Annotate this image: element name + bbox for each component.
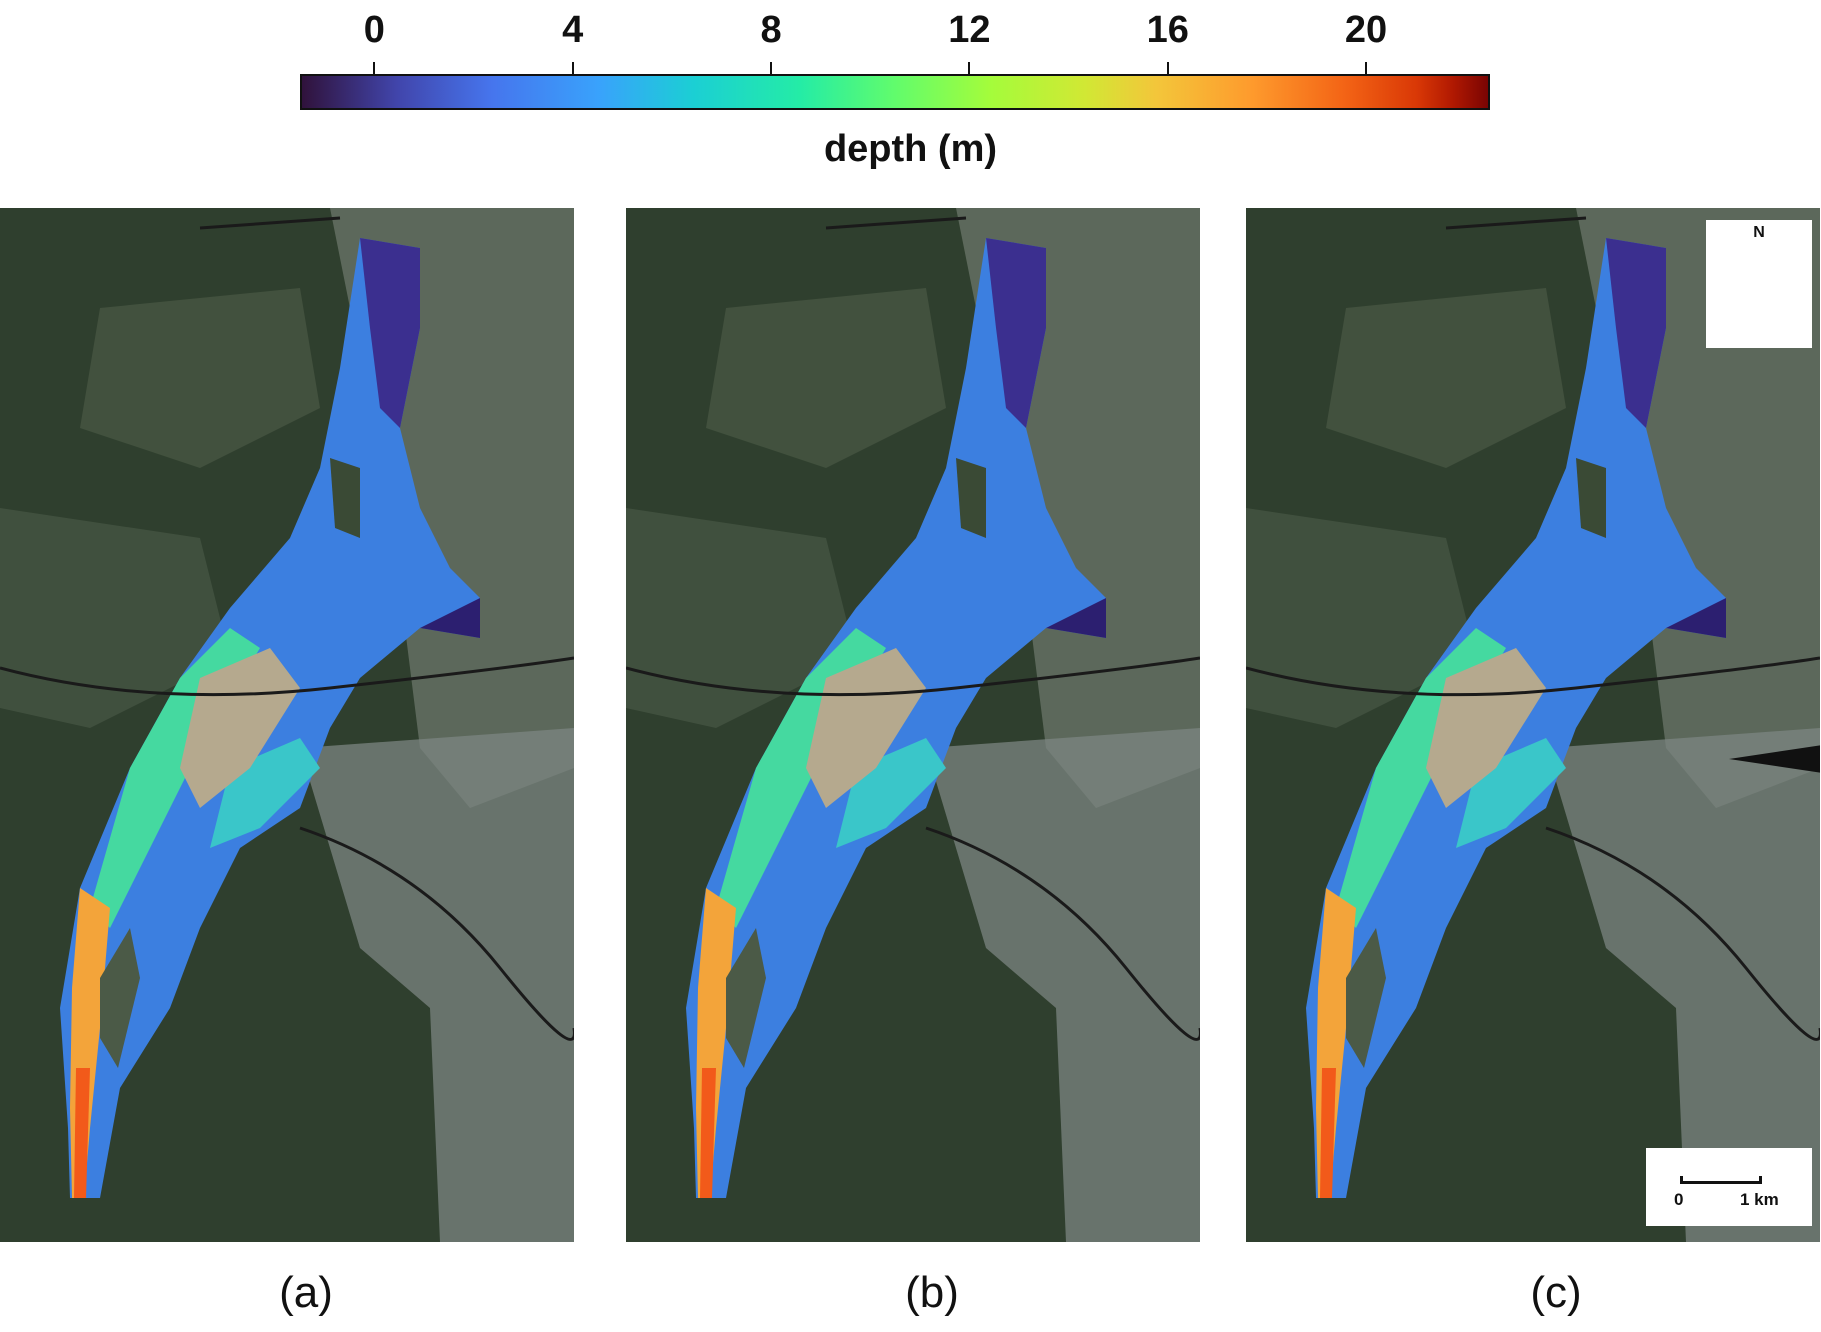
river-depth-map-a: [0, 208, 574, 1242]
colorbar-tick-mark: [1365, 62, 1368, 76]
colorbar-legend: 0 4 8 12 16 20 depth (m): [0, 0, 1821, 180]
river-depth-map-b: [626, 208, 1200, 1242]
scale-start-label: 0: [1674, 1190, 1684, 1209]
colorbar-tick-mark: [571, 62, 574, 76]
colorbar-tick-label: 16: [1146, 9, 1189, 51]
colorbar-tick-label: 4: [562, 9, 584, 51]
scale-bar: 0 1 km: [1646, 1148, 1812, 1226]
scale-end-label: 1 km: [1740, 1190, 1779, 1209]
colorbar-tick-label: 12: [948, 9, 991, 51]
colorbar-tick-label: 8: [760, 9, 782, 51]
north-letter: N: [1753, 224, 1765, 241]
colorbar-gradient: [300, 74, 1490, 110]
north-arrow: N: [1706, 220, 1820, 773]
colorbar-tick-mark: [1166, 62, 1169, 76]
panel-label-c: (c): [1530, 1268, 1582, 1317]
colorbar-tick-mark: [373, 62, 376, 76]
map-panel-c: N 0 1 km: [1246, 208, 1820, 1242]
colorbar-tick-label: 20: [1344, 9, 1388, 51]
panel-label-a: (a): [279, 1268, 333, 1317]
panel-label-b: (b): [905, 1268, 959, 1317]
colorbar-tick-label: 0: [363, 9, 385, 51]
scale-line: [1680, 1176, 1762, 1184]
compass-star-icon: [1728, 745, 1820, 773]
map-panel-b: [626, 208, 1200, 1242]
colorbar-title: depth (m): [823, 128, 998, 170]
colorbar-tick-mark: [968, 62, 971, 76]
map-panel-a: [0, 208, 574, 1242]
colorbar-tick-mark: [770, 62, 773, 76]
